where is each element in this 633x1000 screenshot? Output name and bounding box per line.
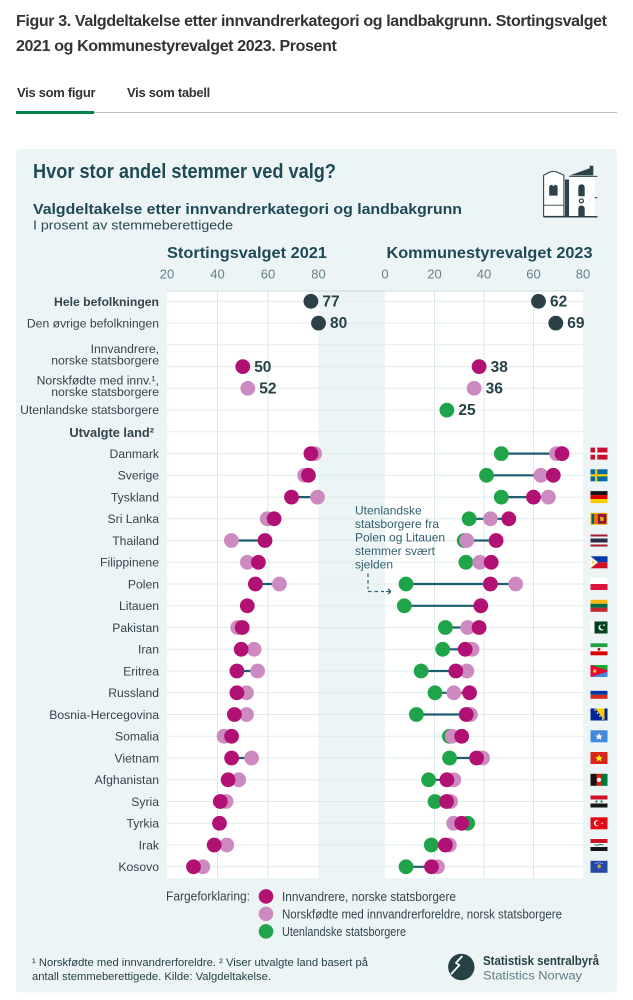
svg-text:80: 80 xyxy=(311,267,325,282)
svg-text:norske statsborgere: norske statsborgere xyxy=(51,354,159,368)
svg-text:Irak: Irak xyxy=(139,838,160,852)
svg-text:Filippinene: Filippinene xyxy=(100,556,159,570)
svg-text:80: 80 xyxy=(576,267,590,282)
svg-text:Utenlandske: Utenlandske xyxy=(355,504,422,518)
svg-text:Innvandrere, norske statsborge: Innvandrere, norske statsborgere xyxy=(282,890,456,904)
svg-text:60: 60 xyxy=(261,267,275,282)
svg-text:statsborgere fra: statsborgere fra xyxy=(355,517,439,531)
svg-text:Norskfødte med innvandrerforel: Norskfødte med innvandrerforeldre, norsk… xyxy=(282,907,562,921)
svg-text:Iran: Iran xyxy=(138,643,159,657)
svg-text:69: 69 xyxy=(567,315,585,332)
svg-text:Stortingsvalget 2021: Stortingsvalget 2021 xyxy=(167,245,327,262)
svg-text:Sverige: Sverige xyxy=(118,469,160,483)
svg-text:52: 52 xyxy=(259,381,276,398)
svg-text:20: 20 xyxy=(427,267,441,282)
svg-text:Norskfødte med innv.¹,: Norskfødte med innv.¹, xyxy=(37,374,159,388)
svg-text:77: 77 xyxy=(322,294,339,311)
svg-text:0: 0 xyxy=(381,267,388,282)
svg-text:Utvalgte land²: Utvalgte land² xyxy=(69,425,154,440)
svg-text:antall stemmeberettigede. Kild: antall stemmeberettigede. Kilde: Valgdel… xyxy=(32,971,271,983)
svg-text:Kosovo: Kosovo xyxy=(118,860,159,874)
svg-text:Syria: Syria xyxy=(131,795,159,809)
svg-text:Russland: Russland xyxy=(108,686,159,700)
svg-text:Statistics Norway: Statistics Norway xyxy=(483,969,582,983)
svg-text:Innvandrere,: Innvandrere, xyxy=(91,342,159,356)
svg-text:Utenlandske statsborgere: Utenlandske statsborgere xyxy=(282,925,406,939)
svg-text:Eritrea: Eritrea xyxy=(123,664,159,678)
svg-text:Statistisk sentralbyrå: Statistisk sentralbyrå xyxy=(483,953,600,968)
svg-text:¹ Norskfødte med innvandrerfor: ¹ Norskfødte med innvandrerforeldre. ² V… xyxy=(32,957,369,969)
svg-text:20: 20 xyxy=(160,267,174,282)
svg-text:Thailand: Thailand xyxy=(112,534,159,548)
svg-text:Pakistan: Pakistan xyxy=(112,621,159,635)
svg-text:norske statsborgere: norske statsborgere xyxy=(51,385,159,399)
svg-text:Danmark: Danmark xyxy=(110,447,160,461)
svg-text:Afghanistan: Afghanistan xyxy=(95,773,159,787)
svg-text:36: 36 xyxy=(486,381,504,398)
svg-text:Vietnam: Vietnam xyxy=(115,751,160,765)
svg-text:Kommunestyrevalget 2023: Kommunestyrevalget 2023 xyxy=(387,245,593,262)
svg-text:25: 25 xyxy=(458,402,476,419)
svg-text:60: 60 xyxy=(526,267,540,282)
svg-text:Somalia: Somalia xyxy=(115,730,159,744)
svg-text:Polen: Polen xyxy=(128,577,159,591)
svg-text:62: 62 xyxy=(550,294,567,311)
svg-text:40: 40 xyxy=(477,267,491,282)
svg-text:Tyskland: Tyskland xyxy=(111,490,159,504)
svg-text:38: 38 xyxy=(491,359,509,376)
svg-text:Utenlandske statsborgere: Utenlandske statsborgere xyxy=(20,403,159,417)
svg-text:Hele befolkningen: Hele befolkningen xyxy=(54,295,159,309)
svg-text:Den øvrige befolkningen: Den øvrige befolkningen xyxy=(27,317,159,331)
svg-text:80: 80 xyxy=(330,315,347,332)
svg-text:stemmer svært: stemmer svært xyxy=(355,544,436,558)
svg-text:50: 50 xyxy=(254,359,271,376)
svg-text:Bosnia-Hercegovina: Bosnia-Hercegovina xyxy=(49,708,159,722)
svg-text:Tyrkia: Tyrkia xyxy=(126,817,159,831)
svg-text:sjelden: sjelden xyxy=(355,558,393,572)
svg-text:I prosent av stemmeberettigede: I prosent av stemmeberettigede xyxy=(33,218,233,233)
svg-text:Sri Lanka: Sri Lanka xyxy=(108,512,160,526)
svg-text:Hvor stor andel stemmer ved va: Hvor stor andel stemmer ved valg? xyxy=(33,161,336,183)
svg-text:Fargeforklaring:: Fargeforklaring: xyxy=(166,890,250,904)
svg-text:Litauen: Litauen xyxy=(119,599,159,613)
svg-text:Valgdeltakelse etter innvandre: Valgdeltakelse etter innvandrerkategori … xyxy=(33,201,462,218)
svg-text:40: 40 xyxy=(210,267,224,282)
svg-text:Polen og Litauen: Polen og Litauen xyxy=(355,531,445,545)
